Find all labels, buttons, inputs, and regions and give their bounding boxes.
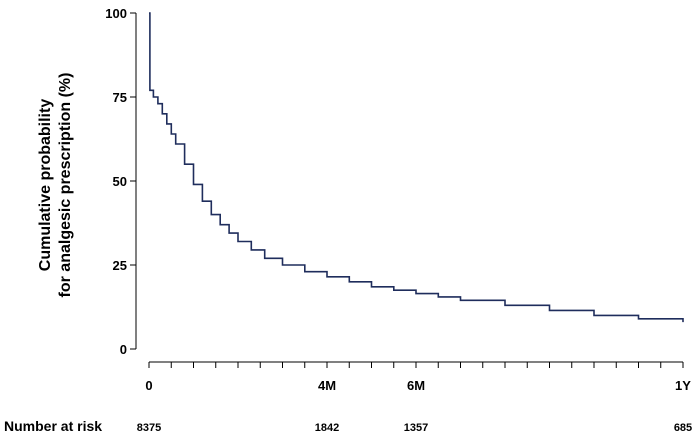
y-axis-label-line-2: for analgesic prescription (%) xyxy=(57,73,74,298)
risk-value: 1357 xyxy=(404,422,428,434)
y-tick-label: 75 xyxy=(113,90,127,105)
x-tick-label: 6M xyxy=(407,378,425,393)
y-tick-label: 50 xyxy=(113,174,127,189)
x-axis: 0 4M 6M 1Y xyxy=(145,361,691,393)
risk-value: 1842 xyxy=(315,422,339,434)
x-tick-label: 4M xyxy=(318,378,336,393)
series-layer xyxy=(149,12,684,323)
risk-table-title: Number at risk xyxy=(4,418,102,434)
y-axis: 0 25 50 75 100 xyxy=(105,6,137,357)
x-tick-label: 0 xyxy=(145,378,152,393)
x-tick-label: 1Y xyxy=(675,378,691,393)
series-line-0 xyxy=(149,12,684,323)
risk-table: 8375 1842 1357 685 xyxy=(137,422,692,434)
y-axis-label-line-1: Cumulative probability xyxy=(37,99,54,272)
y-tick-label: 0 xyxy=(120,342,127,357)
risk-value: 8375 xyxy=(137,422,161,434)
y-tick-label: 100 xyxy=(105,6,127,21)
y-tick-label: 25 xyxy=(113,258,127,273)
risk-value: 685 xyxy=(674,422,692,434)
